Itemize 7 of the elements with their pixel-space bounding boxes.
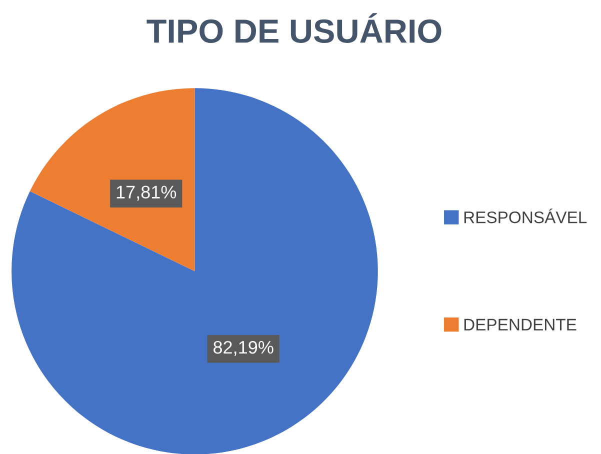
legend-label: RESPONSÁVEL	[464, 208, 587, 224]
chart-title: TIPO DE USUÁRIO	[146, 13, 442, 43]
pie-slice	[30, 88, 195, 272]
data-label: 17,81%	[116, 186, 176, 201]
data-label: 82,19%	[214, 340, 274, 356]
pie-slice	[12, 88, 378, 454]
legend-label: DEPENDENTE	[464, 318, 576, 330]
